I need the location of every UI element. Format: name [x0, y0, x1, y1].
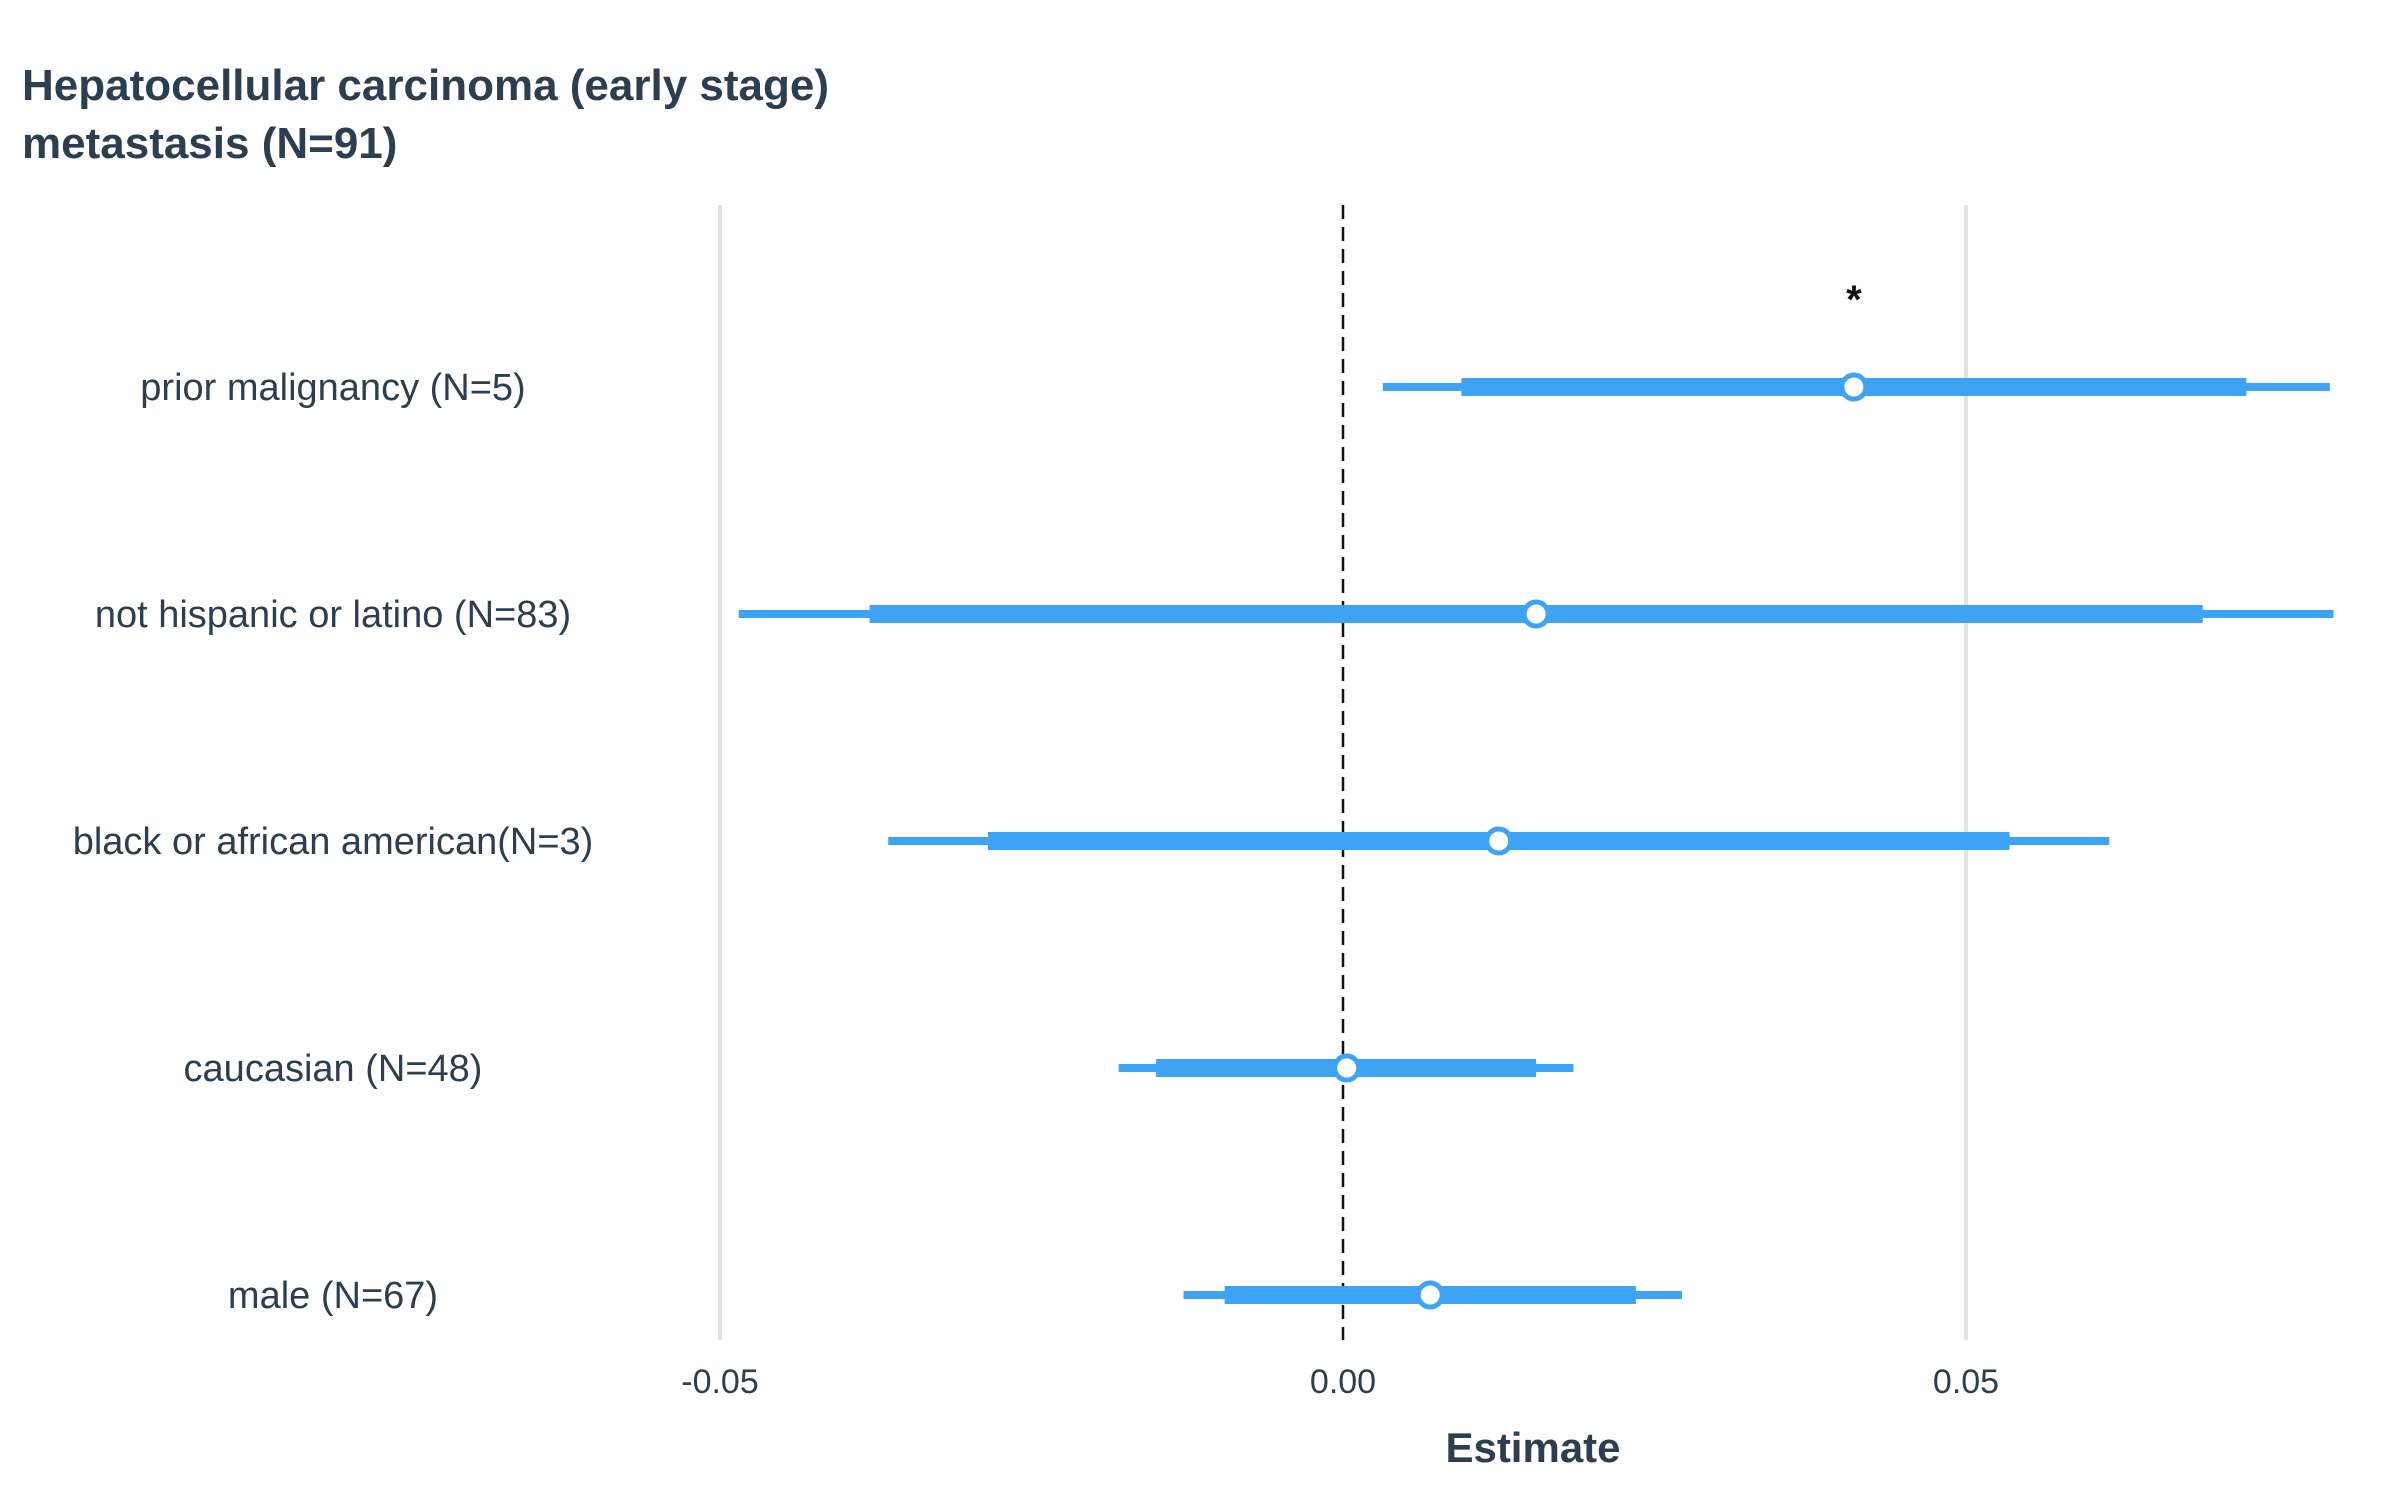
grid-lines	[718, 205, 1968, 1340]
x-axis-label: Estimate	[1445, 1424, 1620, 1471]
x-tick-labels: -0.05 0.00 0.05	[681, 1363, 1999, 1401]
chart-title-line-2: metastasis (N=91)	[22, 119, 397, 168]
x-tick-label: -0.05	[681, 1363, 759, 1401]
row-label: not hispanic or latino (N=83)	[95, 594, 571, 636]
estimate-point	[1484, 826, 1514, 856]
row-label: prior malignancy (N=5)	[140, 367, 525, 409]
chart-title-line-1: Hepatocellular carcinoma (early stage)	[22, 61, 829, 110]
x-tick-label: 0.05	[1933, 1363, 1999, 1401]
estimate-point	[1415, 1280, 1445, 1310]
estimate-point	[1332, 1053, 1362, 1083]
interval-bars	[738, 378, 2334, 1304]
row-labels: prior malignancy (N=5) not hispanic or la…	[73, 367, 594, 1317]
row-label: male (N=67)	[228, 1275, 438, 1317]
estimate-points: *	[1332, 278, 1869, 1310]
chart-title: Hepatocellular carcinoma (early stage) m…	[22, 61, 829, 168]
x-tick-label: 0.00	[1310, 1363, 1376, 1401]
significance-marker: *	[1846, 278, 1862, 322]
estimate-point	[1839, 372, 1869, 402]
estimate-point	[1521, 599, 1551, 629]
row-label: black or african american(N=3)	[73, 821, 594, 863]
row-label: caucasian (N=48)	[184, 1048, 483, 1090]
